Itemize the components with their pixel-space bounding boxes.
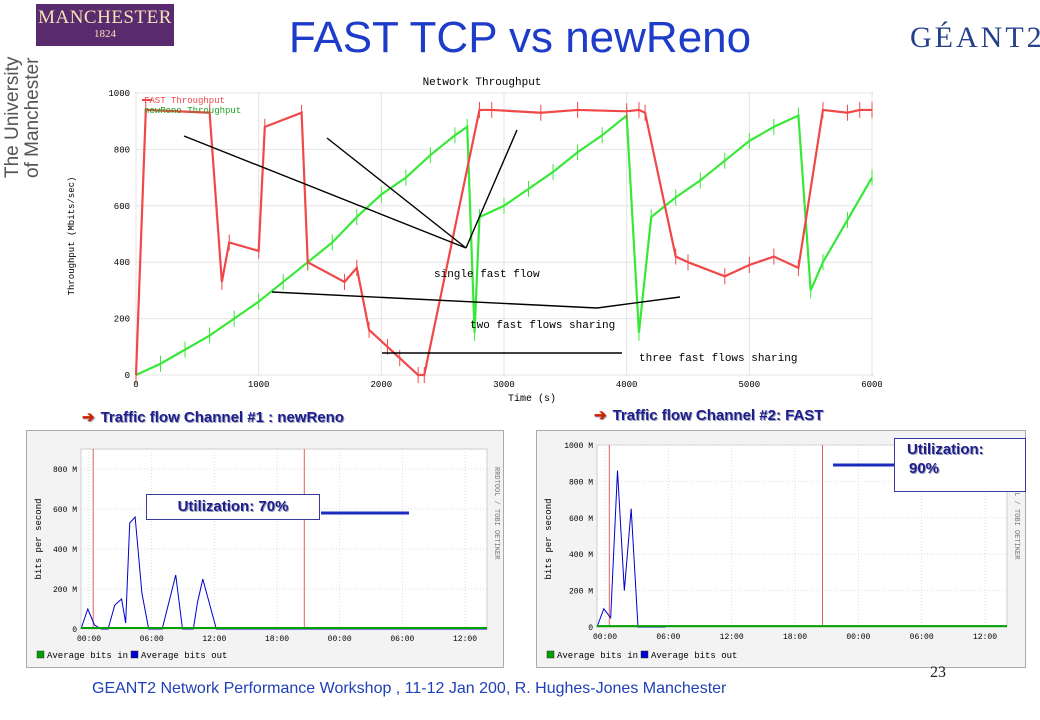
main-ytick-label: 0: [125, 371, 130, 381]
main-xtick-label: 3000: [493, 380, 515, 390]
main-chart-title: Network Throughput: [423, 77, 542, 89]
ch2-ytick-label: 200 M: [569, 588, 593, 597]
main-xtick-label: 6000: [861, 380, 882, 390]
channel2-legend-in: Average bits in: [557, 651, 638, 661]
main-xtick-label: 4000: [616, 380, 638, 390]
ch2-ytick-label: 800 M: [569, 478, 593, 487]
channel1-legend-in: Average bits in: [47, 651, 128, 661]
main-ytick-label: 400: [114, 258, 130, 268]
ch2-xtick-label: 00:00: [846, 633, 870, 642]
annotation-line-1: [183, 135, 467, 249]
main-xtick-label: 1000: [248, 380, 270, 390]
ch2-xtick-label: 06:00: [656, 633, 680, 642]
ch2-xtick-label: 00:00: [593, 633, 617, 642]
ch1-xtick-label: 00:00: [77, 635, 101, 644]
channel2-chart: 0 200 M 400 M 600 M 800 M 1000 M 00:00 06:00 12:…: [536, 430, 1026, 668]
ch1-xtick-label: 12:00: [453, 635, 477, 644]
main-chart-ticks: 0 200 400 600 800 1000 0 1000 2000 3000 4000 5000 60…: [108, 89, 882, 390]
main-xtick-label: 5000: [739, 380, 761, 390]
ch1-ytick-label: 800 M: [53, 466, 77, 475]
channel2-legend-out: Average bits out: [651, 651, 737, 661]
manchester-logo: MANCHESTER 1824: [36, 4, 174, 46]
channel2-utilization: Utilization: 90%: [894, 438, 1026, 492]
university-line1: The University: [2, 56, 23, 178]
main-ytick-label: 600: [114, 202, 130, 212]
legend-newreno: newReno Throughput: [144, 106, 241, 116]
annotation-line-5: [596, 296, 681, 309]
ch1-ytick-label: 400 M: [53, 546, 77, 555]
manchester-logo-year: 1824: [94, 28, 116, 40]
ch1-xtick-label: 06:00: [390, 635, 414, 644]
ch1-xtick-label: 06:00: [140, 635, 164, 644]
ch2-xtick-label: 12:00: [720, 633, 744, 642]
ch1-ytick-label: 0: [72, 626, 77, 635]
university-line2: of Manchester: [22, 57, 43, 178]
channel1-legend-out: Average bits out: [141, 651, 227, 661]
main-chart-legend: FAST Throughput newReno Throughput: [142, 96, 241, 116]
channel1-chart: 0 200 M 400 M 600 M 800 M 00:00 06:00 12:00 18:0…: [26, 430, 504, 668]
annotation-line-2: [326, 137, 467, 249]
main-ytick-label: 800: [114, 145, 130, 155]
ch1-ytick-label: 600 M: [53, 506, 77, 515]
ch1-xtick-label: 12:00: [202, 635, 226, 644]
footer-text: GEANT2 Network Performance Workshop , 11…: [92, 680, 727, 697]
ch2-ytick-label: 0: [588, 624, 593, 633]
legend-fast: FAST Throughput: [144, 96, 225, 106]
channel1-grid: [81, 449, 487, 630]
ch1-xtick-label: 18:00: [265, 635, 289, 644]
main-chart-annotations: [183, 129, 681, 354]
ch1-xtick-label: 00:00: [328, 635, 352, 644]
channel1-title-text: Traffic flow Channel #1 : newReno: [100, 409, 344, 426]
manchester-logo-name: MANCHESTER: [38, 7, 172, 28]
main-chart-ylabel: Throughput (Mbits/sec): [67, 177, 77, 296]
main-xtick-label: 0: [133, 380, 138, 390]
annotation-line-4: [271, 291, 598, 309]
network-throughput-chart: Network Throughput Throughput (Mbits/sec…: [62, 76, 882, 406]
page-number: 23: [930, 664, 946, 681]
geant-logo: GÉANT2: [910, 21, 1040, 54]
main-chart-xlabel: Time (s): [508, 393, 556, 405]
main-ytick-label: 1000: [108, 89, 130, 99]
ch1-ytick-label: 200 M: [53, 586, 77, 595]
annotation-line-3: [465, 129, 518, 249]
channel2-ticks: 0 200 M 400 M 600 M 800 M 1000 M 00:00 06:00 12:…: [564, 442, 997, 642]
main-xtick-label: 2000: [371, 380, 393, 390]
channel1-series: [80, 515, 487, 630]
channel2-title: ➔ Traffic flow Channel #2: FAST: [594, 406, 823, 424]
channel1-ticks: 0 200 M 400 M 600 M 800 M 00:00 06:00 12:00 18:0…: [53, 466, 477, 644]
annotation-three-fast-flows: three fast flows sharing: [639, 353, 797, 365]
annotation-two-fast-flows: two fast flows sharing: [470, 320, 615, 332]
main-chart-series: [134, 101, 873, 383]
channel1-arrow-icon: ➔: [82, 409, 95, 426]
main-chart-grid: [135, 92, 873, 376]
channel2-ylabel: bits per second: [544, 498, 554, 579]
channel2-arrow-icon: ➔: [594, 407, 607, 424]
channel1-ylabel: bits per second: [34, 498, 44, 579]
channel2-side-text: RRDTOOL / TOBI OETIKER: [1012, 467, 1020, 560]
channel1-title: ➔ Traffic flow Channel #1 : newReno: [82, 408, 344, 426]
channel2-series: [596, 470, 1007, 628]
channel1-side-text: RRDTOOL / TOBI OETIKER: [492, 467, 500, 560]
ch2-xtick-label: 18:00: [783, 633, 807, 642]
channel2-title-text: Traffic flow Channel #2: FAST: [612, 407, 824, 424]
ch2-xtick-label: 12:00: [973, 633, 997, 642]
channel2-util-label: Utilization:: [907, 441, 984, 458]
main-ytick-label: 200: [114, 315, 130, 325]
slide-title: FAST TCP vs newReno: [288, 13, 752, 62]
channel1-utilization: Utilization: 70%: [146, 494, 320, 520]
university-vertical-text: The University of Manchester: [2, 56, 43, 178]
ch2-ytick-label: 600 M: [569, 515, 593, 524]
ch2-xtick-label: 06:00: [910, 633, 934, 642]
channel2-util-value: 90%: [909, 460, 940, 477]
ch2-ytick-label: 400 M: [569, 551, 593, 560]
ch2-ytick-label: 1000 M: [564, 442, 593, 451]
annotation-single-fast-flow: single fast flow: [434, 269, 540, 281]
